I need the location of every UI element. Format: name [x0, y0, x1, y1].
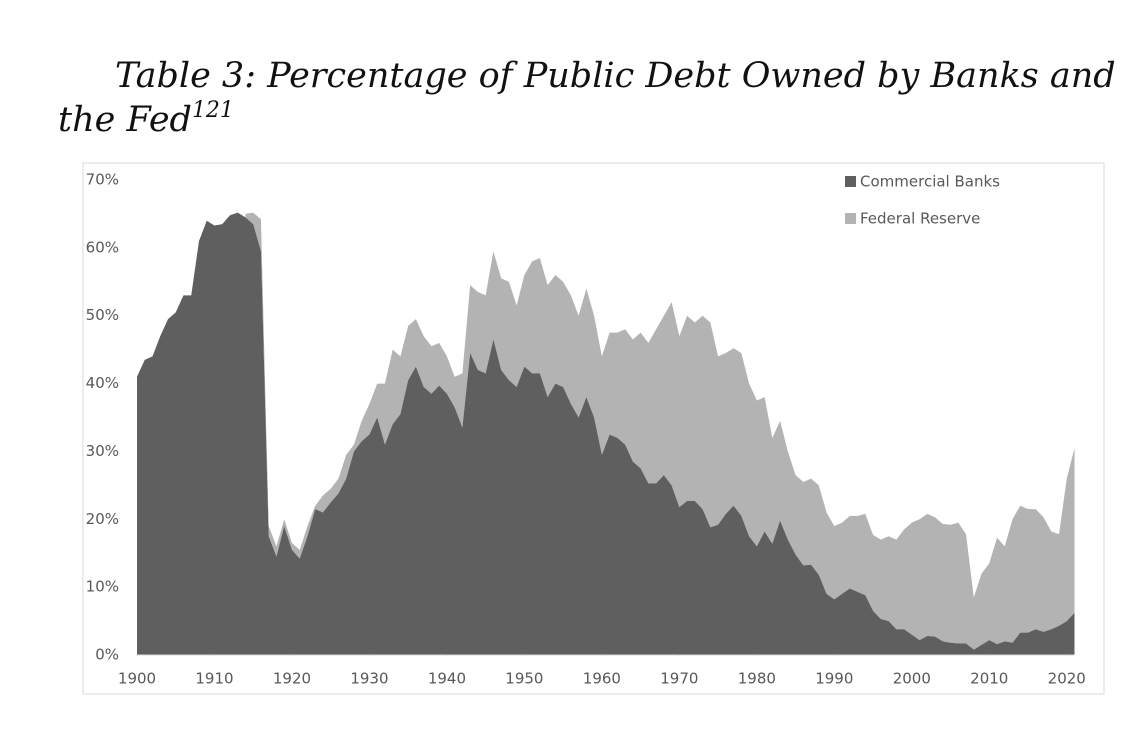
y-tick-label: 0%: [95, 646, 119, 664]
y-tick-label: 40%: [86, 374, 119, 392]
x-tick-label: 1980: [738, 670, 776, 688]
x-tick-label: 1930: [350, 670, 388, 688]
y-tick-label: 30%: [86, 442, 119, 460]
y-tick-label: 60%: [86, 238, 119, 256]
x-tick-label: 2000: [893, 670, 931, 688]
area: [137, 212, 1075, 656]
legend-label: Commercial Banks: [860, 173, 1000, 191]
x-tick-label: 1940: [428, 670, 466, 688]
y-tick-label: 10%: [86, 578, 119, 596]
x-tick-label: 1920: [273, 670, 311, 688]
x-tick-label: 2020: [1048, 670, 1086, 688]
footnote-marker: 121: [191, 98, 234, 123]
y-tick-label: 70%: [86, 171, 119, 189]
chart-title: Table 3: Percentage of Public Debt Owned…: [58, 56, 1116, 140]
x-tick-label: 2010: [970, 670, 1008, 688]
chart-frame: [82, 162, 1105, 695]
y-tick-label: 50%: [86, 306, 119, 324]
legend-label: Federal Reserve: [860, 210, 980, 228]
area: [245, 212, 1075, 650]
legend-swatch: [845, 176, 856, 187]
x-tick-label: 1970: [660, 670, 698, 688]
x-tick-label: 1950: [505, 670, 543, 688]
x-tick-label: 1910: [195, 670, 233, 688]
x-tick-label: 1900: [118, 670, 156, 688]
x-tick-label: 1960: [583, 670, 621, 688]
legend-swatch: [845, 213, 856, 224]
y-tick-label: 20%: [86, 510, 119, 528]
x-tick-label: 1990: [815, 670, 853, 688]
chart-title-block: Table 3: Percentage of Public Debt Owned…: [58, 54, 1118, 142]
